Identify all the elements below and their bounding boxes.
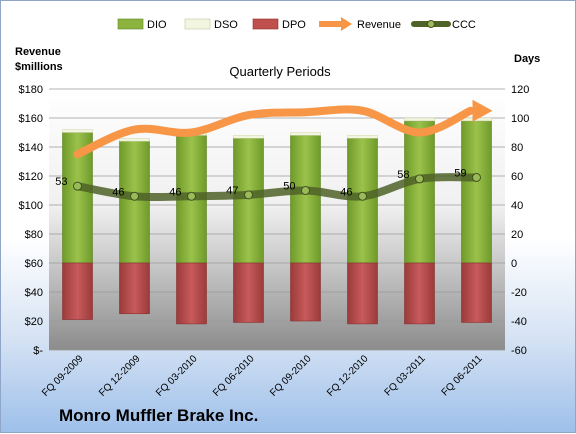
ccc-data-label: 46 xyxy=(340,186,352,198)
dpo-bar xyxy=(290,262,321,322)
ccc-data-label: 47 xyxy=(226,185,238,197)
legend-label: CCC xyxy=(452,19,476,31)
category-label: FQ 03-2010 xyxy=(154,353,200,399)
right-tick-label: 100 xyxy=(511,113,529,125)
ccc-series: 53 46 46 47 50 46 58 59 xyxy=(55,167,481,202)
legend-swatch xyxy=(117,18,144,30)
legend-label: DPO xyxy=(282,19,306,31)
right-tick-label: 40 xyxy=(511,200,523,212)
right-tick-label: 60 xyxy=(511,171,523,183)
company-name: Monro Muffler Brake Inc. xyxy=(59,406,259,425)
legend-label: DSO xyxy=(214,19,238,31)
dio-bar xyxy=(404,120,435,264)
right-tick-label: 120 xyxy=(511,84,529,96)
right-tick-label: 0 xyxy=(511,258,517,270)
ccc-data-label: 59 xyxy=(454,167,466,179)
ccc-data-label: 50 xyxy=(283,181,295,193)
right-tick-label: 80 xyxy=(511,142,523,154)
dso-bar xyxy=(347,135,378,139)
left-tick-label: $20 xyxy=(25,316,43,328)
dio-bar xyxy=(461,120,492,264)
left-tick-label: $- xyxy=(33,345,43,357)
dso-bar xyxy=(233,135,264,139)
right-axis-title: Days xyxy=(514,53,541,65)
left-axis-ticks: $- $20 $40 $60 $80 $100 $120 $140 $160 $180 xyxy=(19,84,44,357)
left-axis-title: Revenue $millions xyxy=(15,45,63,75)
right-tick-label: 20 xyxy=(511,229,523,241)
dso-bar xyxy=(290,132,321,136)
dpo-bar xyxy=(176,262,207,325)
left-tick-label: $40 xyxy=(25,287,43,299)
category-label: FQ 06-2011 xyxy=(440,353,485,398)
dpo-bar xyxy=(461,262,492,323)
category-labels: FQ 09-2009 FQ 12-2009 FQ 03-2010 FQ 06-2010… xyxy=(40,353,485,399)
left-tick-label: $60 xyxy=(25,258,43,270)
legend-label: DIO xyxy=(147,19,167,31)
left-tick-label: $100 xyxy=(19,200,43,212)
ccc-data-label: 53 xyxy=(55,176,67,188)
category-label: FQ 12-2010 xyxy=(325,353,371,399)
right-tick-label: -60 xyxy=(511,345,527,357)
ccc-marker xyxy=(472,172,481,182)
revenue-line xyxy=(73,105,475,159)
dpo-bar xyxy=(62,262,93,320)
left-tick-label: $120 xyxy=(19,171,43,183)
ccc-marker xyxy=(244,190,253,200)
ccc-marker xyxy=(358,191,367,201)
left-axis-title-line-1: Revenue xyxy=(15,46,61,58)
dpo-bar xyxy=(347,262,378,325)
revenue-series xyxy=(73,99,493,159)
left-axis-title-line-2: $millions xyxy=(15,61,63,73)
ccc-line xyxy=(73,173,481,202)
ccc-marker xyxy=(415,174,424,184)
left-tick-label: $160 xyxy=(19,113,43,125)
legend: DIO DSO DPO Revenue CCC xyxy=(117,17,476,31)
category-label: FQ 09-2010 xyxy=(268,353,314,399)
left-tick-label: $140 xyxy=(19,142,43,154)
right-tick-label: -20 xyxy=(511,287,527,299)
ccc-data-label: 46 xyxy=(169,186,181,198)
legend-swatch xyxy=(252,18,279,30)
right-axis-ticks: -60 -40 -20 0 20 40 60 80 100 120 xyxy=(511,84,529,357)
dio-bar xyxy=(233,138,264,264)
dpo-bar xyxy=(233,262,264,323)
dio-bar xyxy=(119,140,150,264)
dso-bar xyxy=(119,138,150,142)
ccc-marker xyxy=(73,181,82,191)
ccc-data-label: 58 xyxy=(397,169,409,181)
right-tick-label: -40 xyxy=(511,316,527,328)
ccc-marker xyxy=(301,186,310,195)
left-tick-label: $180 xyxy=(19,84,43,96)
category-label: FQ 09-2009 xyxy=(40,353,86,399)
dpo-bar xyxy=(404,262,435,325)
chart-subtitle: Quarterly Periods xyxy=(229,64,331,79)
category-label: FQ 06-2010 xyxy=(211,353,257,399)
legend-label: Revenue xyxy=(357,19,401,31)
ccc-marker xyxy=(187,191,196,201)
revenue-arrowhead xyxy=(472,99,493,122)
dpo-bar xyxy=(119,262,150,315)
legend-swatch-marker xyxy=(427,20,435,28)
left-tick-label: $80 xyxy=(25,229,43,241)
dso-bar xyxy=(62,129,93,133)
category-label: FQ 03-2011 xyxy=(383,353,428,398)
dio-bar xyxy=(290,135,321,264)
ccc-data-label: 46 xyxy=(112,186,124,198)
dso-bar xyxy=(404,117,435,122)
category-label: FQ 12-2009 xyxy=(97,353,143,399)
legend-swatch xyxy=(184,18,211,30)
legend-swatch-arrow xyxy=(341,17,352,31)
ccc-marker xyxy=(130,191,139,201)
